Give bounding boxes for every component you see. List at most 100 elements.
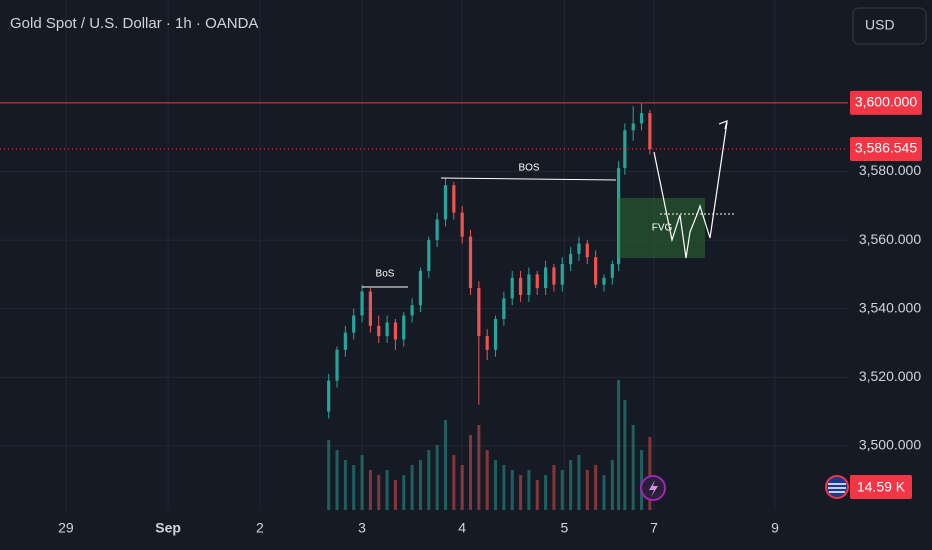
volume-bar	[623, 400, 627, 510]
volume-bar	[427, 450, 431, 510]
volume-bar	[393, 480, 397, 510]
volume-bar	[327, 440, 331, 510]
candle-body	[343, 332, 347, 350]
volume-bar	[377, 475, 381, 510]
volume-bar	[477, 425, 481, 510]
lightning-glyph	[649, 480, 658, 497]
candle-body	[468, 236, 473, 289]
candle-body	[602, 277, 606, 285]
candle-body	[648, 113, 652, 150]
volume-bar	[502, 465, 506, 510]
volume-bar	[335, 450, 339, 510]
volume-bar	[343, 460, 347, 510]
y-tick-label: 3,520.000	[859, 368, 921, 384]
volume-bar	[569, 460, 573, 510]
volume-bar	[418, 460, 422, 510]
volume-bar	[402, 475, 406, 510]
candle-body	[485, 336, 489, 350]
candle-body	[543, 267, 548, 289]
last-price-label: 3,586.545	[855, 140, 917, 156]
volume-bar	[519, 475, 523, 510]
candle-body	[610, 264, 614, 278]
flag-icon	[825, 475, 849, 499]
candle-body	[552, 267, 556, 285]
x-tick-label: 9	[771, 520, 779, 536]
fvg-box	[618, 198, 705, 258]
candle-body	[352, 315, 356, 333]
candle-body	[502, 298, 506, 319]
candle-body	[639, 113, 644, 124]
candle-body	[452, 185, 456, 213]
candle-body	[368, 291, 373, 326]
candle-body	[616, 168, 621, 265]
x-tick-label: 7	[650, 520, 658, 536]
x-tick-label: 3	[358, 520, 366, 536]
x-tick-label: Sep	[155, 520, 181, 536]
x-tick-label: 29	[58, 520, 74, 536]
last-price-box	[850, 137, 922, 162]
volume-bar	[435, 445, 439, 510]
candle-body	[510, 277, 514, 299]
volume-bar	[494, 460, 498, 510]
currency-label[interactable]: USD	[865, 17, 895, 33]
level-label-box	[850, 90, 922, 115]
volume-bar	[352, 465, 356, 510]
candle-body	[631, 123, 635, 131]
y-tick-label: 3,560.000	[859, 231, 921, 247]
candle-body	[385, 322, 389, 337]
volume-bar	[385, 470, 389, 510]
volume-bar	[527, 470, 531, 510]
annotation: FVG	[652, 223, 673, 234]
candle-body	[577, 243, 581, 254]
volume-bar	[631, 425, 635, 510]
candle-body	[360, 291, 364, 316]
volume-bar	[360, 455, 364, 510]
volume-bar	[577, 455, 581, 510]
candle-body	[427, 240, 431, 271]
y-tick-label: 3,580.000	[859, 162, 921, 178]
candle-body	[402, 315, 406, 340]
x-tick-label: 4	[458, 520, 466, 536]
volume-label-box	[850, 475, 912, 499]
candle-body	[435, 219, 439, 241]
volume-bar	[535, 480, 539, 510]
candle-body	[393, 322, 398, 340]
arrow-head	[718, 120, 728, 130]
volume-bar	[452, 455, 456, 510]
volume-bar	[610, 460, 614, 510]
y-tick-label: 3,500.000	[859, 437, 921, 453]
drawings: BoS BOS FVG	[362, 120, 735, 288]
level-label: 3,600.000	[855, 94, 917, 110]
volume-bar	[560, 470, 564, 510]
projection-path	[653, 121, 728, 259]
volume-bar	[648, 437, 652, 510]
candle-body	[527, 274, 531, 295]
candle-body	[477, 288, 481, 337]
candle-body	[335, 349, 339, 381]
volume-bar	[460, 465, 464, 510]
volume-label: 14.59 K	[857, 479, 906, 495]
candle-body	[569, 253, 573, 265]
flag-stripes	[828, 483, 846, 493]
volume-bar	[585, 470, 589, 510]
volume-bar	[617, 380, 621, 510]
volume-bar	[594, 465, 598, 510]
annotation: BoS	[376, 269, 395, 280]
candle-body	[377, 325, 381, 337]
volume-bar	[410, 465, 414, 510]
volume-bar	[544, 475, 548, 510]
y-tick-label: 3,540.000	[859, 299, 921, 315]
annotation: BOS	[518, 163, 539, 174]
x-tick-label: 2	[256, 520, 264, 536]
candle-body	[585, 243, 589, 258]
volume-bar	[443, 420, 447, 510]
candle-body	[410, 305, 414, 316]
candle-body	[418, 270, 423, 306]
volume-bar	[510, 470, 514, 510]
candle-body	[535, 274, 539, 289]
candle-body	[493, 318, 498, 350]
currency-button[interactable]	[852, 7, 927, 45]
volume-bar	[368, 470, 372, 510]
